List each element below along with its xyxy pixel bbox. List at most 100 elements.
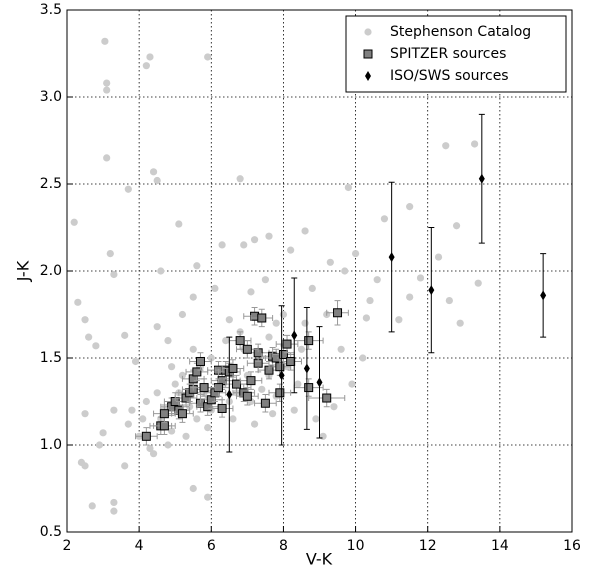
point — [101, 37, 109, 45]
point — [204, 53, 212, 61]
plot-frame — [66, 9, 573, 533]
point — [189, 293, 197, 301]
point — [153, 389, 161, 397]
y-tick-label: 0.5 — [40, 524, 62, 540]
point — [95, 441, 104, 449]
y-axis-label: J-K — [14, 260, 33, 282]
legend-label: ISO/SWS sources — [390, 68, 509, 84]
point — [388, 252, 395, 263]
point — [178, 310, 187, 319]
point — [192, 367, 202, 377]
point — [153, 176, 161, 185]
point — [406, 203, 414, 211]
point — [242, 391, 252, 401]
y-tick-label: 2.0 — [40, 263, 62, 279]
legend-label: SPITZER sources — [390, 46, 506, 62]
point — [70, 218, 78, 226]
point — [250, 420, 259, 428]
point — [124, 185, 132, 193]
point — [278, 370, 285, 381]
x-tick-label: 2 — [63, 538, 72, 554]
point — [106, 250, 114, 258]
point — [282, 339, 292, 349]
point — [131, 357, 140, 366]
point — [474, 279, 482, 287]
point — [225, 316, 233, 324]
point — [103, 86, 111, 94]
point — [92, 342, 100, 350]
point — [121, 462, 129, 470]
point — [322, 393, 332, 403]
legend-marker — [363, 49, 373, 59]
point — [175, 220, 183, 228]
point — [211, 284, 219, 292]
point — [326, 258, 334, 266]
point — [81, 462, 89, 470]
point — [193, 262, 201, 270]
point — [146, 444, 154, 453]
point — [258, 385, 266, 393]
point — [359, 354, 367, 362]
point — [279, 310, 288, 319]
point — [228, 363, 238, 373]
point — [304, 383, 314, 393]
x-tick-label: 16 — [563, 538, 581, 554]
point — [351, 250, 360, 258]
point — [373, 276, 381, 284]
point — [141, 431, 151, 441]
point — [199, 383, 209, 393]
point — [189, 345, 197, 353]
point — [186, 403, 194, 411]
point — [222, 337, 230, 345]
point — [159, 421, 169, 431]
point — [226, 389, 233, 400]
point — [297, 345, 306, 353]
point — [301, 227, 309, 235]
point — [235, 336, 245, 346]
point — [275, 388, 285, 398]
point — [265, 333, 273, 341]
point — [110, 507, 118, 515]
point — [142, 62, 150, 70]
point — [341, 267, 349, 275]
point — [153, 323, 161, 331]
point — [149, 450, 158, 458]
point — [269, 410, 277, 418]
point — [348, 380, 356, 388]
point — [319, 432, 327, 440]
point — [452, 222, 461, 230]
point — [74, 298, 82, 306]
x-tick-label: 6 — [207, 538, 216, 554]
point — [139, 415, 147, 423]
point — [278, 350, 288, 360]
point — [290, 406, 298, 414]
legend-marker — [364, 28, 372, 36]
point — [428, 285, 435, 296]
point — [272, 319, 280, 327]
point — [157, 267, 165, 275]
legend-frame — [345, 15, 567, 93]
y-tick-label: 1.5 — [40, 350, 62, 366]
point — [81, 316, 89, 324]
point — [110, 498, 118, 507]
point — [442, 142, 450, 150]
point — [110, 270, 118, 279]
point — [193, 415, 201, 423]
point — [330, 403, 338, 411]
point — [217, 403, 227, 413]
point — [380, 215, 389, 223]
x-tick-label: 12 — [419, 538, 437, 554]
point — [204, 493, 212, 501]
point — [99, 429, 107, 437]
point — [124, 420, 132, 428]
point — [146, 53, 154, 61]
point — [204, 424, 212, 432]
point — [85, 333, 93, 341]
point — [149, 168, 158, 176]
point — [434, 253, 443, 261]
point — [362, 314, 370, 322]
point — [337, 345, 345, 353]
y-tick-label: 1.0 — [40, 437, 62, 453]
legend-label: Stephenson Catalog — [390, 24, 531, 40]
